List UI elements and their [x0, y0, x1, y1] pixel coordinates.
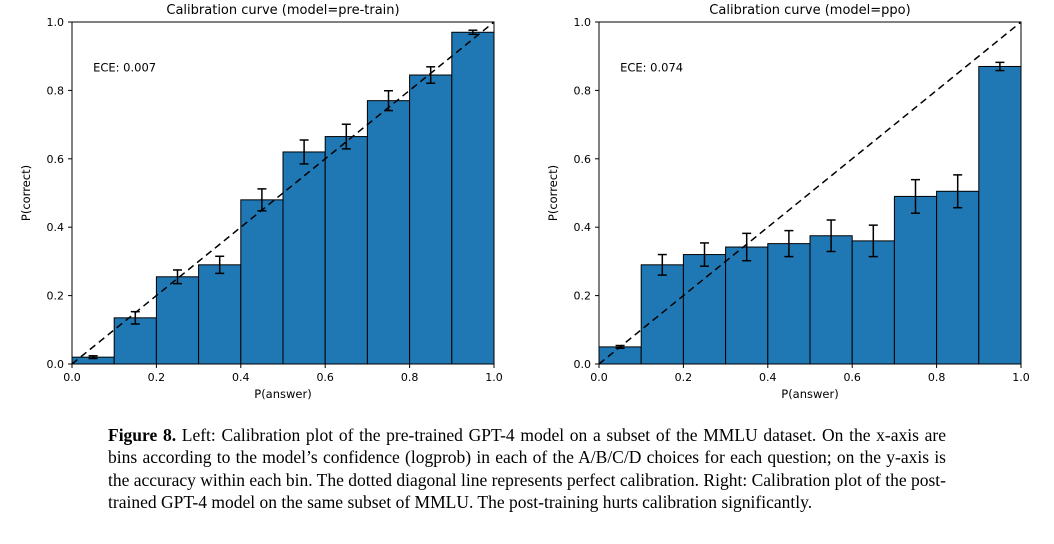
- y-tick-label: 0.8: [47, 84, 65, 97]
- x-tick-label: 0.2: [675, 371, 693, 384]
- diagonal-line: [598, 21, 1022, 365]
- figure-caption-label: Figure 8.: [108, 425, 177, 445]
- y-tick-label: 1.0: [47, 16, 65, 29]
- bar: [240, 199, 284, 365]
- charts-row: 0.0 0.2 0.4 0.6 0.8 1.0 0.0 0.2 0.4 0.6 0.8 1.0 P(an…: [0, 0, 1054, 415]
- y-axis-label: P(correct): [19, 165, 33, 221]
- bar: [324, 136, 368, 365]
- x-tick-label: 1.0: [1012, 371, 1030, 384]
- x-tick-label: 0.4: [232, 371, 250, 384]
- y-tick-label: 0.6: [47, 153, 65, 166]
- x-tick-label: 0.2: [148, 371, 166, 384]
- y-tick-label: 0.0: [47, 358, 65, 371]
- bar: [598, 346, 642, 365]
- ece-annotation: ECE: 0.074: [620, 61, 683, 75]
- y-tick-label: 0.2: [574, 290, 592, 303]
- bar: [725, 246, 769, 365]
- bar: [851, 240, 895, 365]
- calibration-chart-pretrain-svg: 0.0 0.2 0.4 0.6 0.8 1.0 0.0 0.2 0.4 0.6 0.8 1.0 P(an…: [19, 3, 503, 401]
- x-tick-label: 0.0: [63, 371, 81, 384]
- x-tick-label: 0.4: [759, 371, 777, 384]
- x-tick-label: 0.8: [928, 371, 946, 384]
- plot-border: [71, 21, 495, 365]
- bar: [451, 31, 495, 365]
- bar: [198, 264, 242, 365]
- y-tick-label: 0.4: [47, 221, 65, 234]
- bar: [282, 151, 326, 365]
- y-axis-label: P(correct): [546, 165, 560, 221]
- bar: [640, 264, 684, 365]
- y-tick-label: 0.4: [574, 221, 592, 234]
- x-tick-label: 0.6: [843, 371, 861, 384]
- bar: [978, 65, 1022, 365]
- y-tick-label: 0.6: [574, 153, 592, 166]
- ece-annotation: ECE: 0.007: [93, 61, 156, 75]
- y-tick-label: 0.8: [574, 84, 592, 97]
- y-tick-label: 0.2: [47, 290, 65, 303]
- chart-title: Calibration curve (model=pre-train): [166, 3, 399, 18]
- x-tick-label: 1.0: [485, 371, 503, 384]
- x-tick-label: 0.8: [401, 371, 419, 384]
- y-tick-label: 0.0: [574, 358, 592, 371]
- bar: [767, 243, 811, 365]
- x-axis-label: P(answer): [781, 387, 838, 401]
- bar: [893, 195, 938, 365]
- x-tick-label: 0.6: [316, 371, 334, 384]
- figure-caption-text: Left: Calibration plot of the pre-traine…: [108, 425, 946, 513]
- x-tick-label: 0.0: [590, 371, 608, 384]
- y-tick-label: 1.0: [574, 16, 592, 29]
- bar: [366, 100, 411, 365]
- calibration-chart-pretrain: 0.0 0.2 0.4 0.6 0.8 1.0 0.0 0.2 0.4 0.6 0.8 1.0 P(an…: [0, 0, 527, 415]
- bar: [682, 254, 727, 365]
- plot-border: [598, 21, 1022, 365]
- figure-8: 0.0 0.2 0.4 0.6 0.8 1.0 0.0 0.2 0.4 0.6 0.8 1.0 P(an…: [0, 0, 1054, 514]
- calibration-chart-ppo-svg: 0.0 0.2 0.4 0.6 0.8 1.0 0.0 0.2 0.4 0.6 0.8 1.0 P(an…: [546, 3, 1030, 401]
- bar: [409, 74, 453, 365]
- x-axis-label: P(answer): [254, 387, 311, 401]
- diagonal-line: [71, 21, 495, 365]
- bar: [809, 235, 853, 365]
- bar: [936, 190, 980, 365]
- calibration-chart-ppo: 0.0 0.2 0.4 0.6 0.8 1.0 0.0 0.2 0.4 0.6 0.8 1.0 P(an…: [527, 0, 1054, 415]
- figure-caption: Figure 8. Left: Calibration plot of the …: [108, 424, 946, 514]
- chart-title: Calibration curve (model=ppo): [709, 3, 910, 18]
